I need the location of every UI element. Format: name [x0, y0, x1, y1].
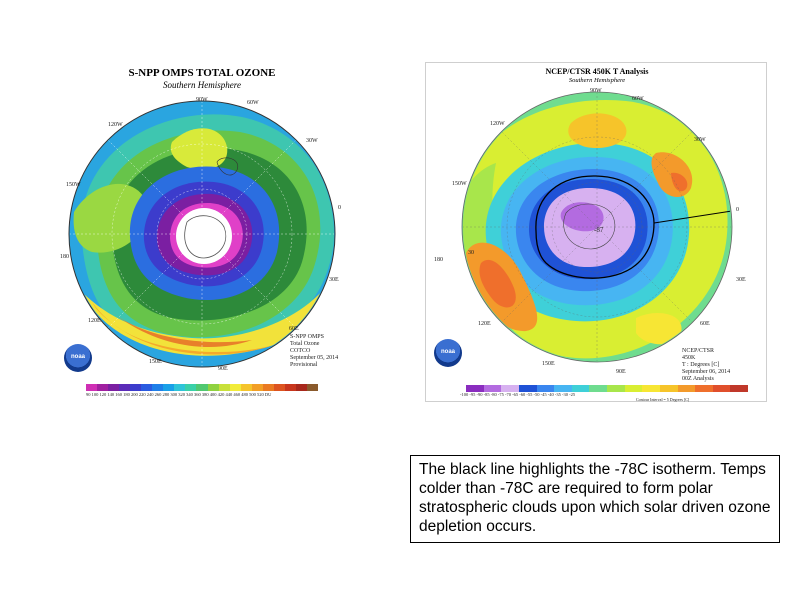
temperature-map-subtitle: Southern Hemisphere	[568, 77, 626, 84]
temperature-colorbar-swatch	[501, 385, 519, 392]
ozone-lon-label: 120E	[88, 318, 101, 324]
temperature-colorbar-swatch	[659, 385, 678, 392]
ozone-colorbar-swatch	[97, 384, 109, 391]
temperature-colorbar-swatch	[695, 385, 713, 392]
ozone-lon-label: 0	[338, 205, 341, 211]
temperature-map-info: NCEP/CTSR 450K T : Degrees [C] September…	[682, 348, 731, 382]
temperature-polar-map: -87	[461, 91, 733, 363]
temperature-colorbar-swatch	[730, 385, 748, 392]
temperature-colorbar-swatch	[571, 385, 590, 392]
temperature-lon-label: 90W	[590, 88, 602, 94]
temperature-colorbar-swatch	[589, 385, 607, 392]
temperature-map-panel: NCEP/CTSR 450K T Analysis Southern Hemis…	[425, 62, 767, 402]
ozone-lon-label: 150W	[66, 182, 81, 188]
ozone-lon-label: 30W	[306, 138, 318, 144]
temperature-colorbar-swatch	[554, 385, 572, 392]
ozone-lon-label: 120W	[108, 122, 123, 128]
temperature-lon-label: 60E	[700, 321, 710, 327]
temperature-colorbar-ticks: -100 -95 -90 -85 -80 -75 -70 -65 -60 -55…	[460, 392, 576, 397]
ozone-colorbar-swatch	[240, 384, 252, 391]
temperature-colorbar-swatch	[607, 385, 625, 392]
temperature-center-label: -87	[594, 226, 604, 234]
ozone-colorbar-swatch	[185, 384, 197, 391]
temperature-colorbar-swatch	[712, 385, 731, 392]
ozone-lon-label: 60W	[247, 100, 259, 106]
temperature-lon-label: 0	[736, 207, 739, 213]
ozone-colorbar-swatch	[284, 384, 296, 391]
ozone-colorbar-swatch	[196, 384, 208, 391]
noaa-logo: noaa	[64, 344, 92, 372]
temperature-lon-label: 150W	[452, 181, 467, 187]
temperature-lon-label: 30	[468, 250, 474, 256]
temperature-contour-note: Contour Interval = 5 Degrees [C]	[636, 397, 690, 402]
ozone-colorbar-swatch	[306, 384, 318, 391]
temperature-lon-label: 120E	[478, 321, 491, 327]
ozone-lon-label: 150E	[149, 359, 162, 365]
ozone-colorbar-swatch	[295, 384, 307, 391]
ozone-colorbar-swatch	[86, 384, 98, 391]
ozone-colorbar-swatch	[174, 384, 186, 391]
ozone-colorbar	[86, 384, 318, 391]
ozone-colorbar-swatch	[262, 384, 274, 391]
ozone-colorbar-swatch	[207, 384, 219, 391]
temperature-lon-label: 30W	[694, 137, 706, 143]
ozone-map-panel: S-NPP OMPS TOTAL OZONE Southern Hemisphe…	[52, 62, 352, 400]
ozone-lon-label: 90W	[196, 97, 208, 103]
ozone-colorbar-swatch	[141, 384, 153, 391]
temperature-colorbar-swatch	[536, 385, 555, 392]
ozone-lon-label: 180	[60, 254, 69, 260]
noaa-logo: noaa	[434, 339, 462, 367]
ozone-lon-label: 90E	[218, 366, 228, 372]
ozone-colorbar-swatch	[218, 384, 230, 391]
ozone-colorbar-ticks: 90 100 120 140 160 180 200 220 240 260 2…	[86, 392, 272, 397]
ozone-lon-label: 60E	[289, 326, 299, 332]
temperature-colorbar-swatch	[624, 385, 643, 392]
temperature-colorbar	[466, 385, 748, 392]
temperature-colorbar-swatch	[677, 385, 696, 392]
ozone-colorbar-swatch	[163, 384, 175, 391]
ozone-colorbar-swatch	[130, 384, 142, 391]
temperature-colorbar-swatch	[466, 385, 484, 392]
temperature-colorbar-swatch	[483, 385, 502, 392]
temperature-colorbar-swatch	[518, 385, 537, 392]
temperature-lon-label: 90E	[616, 369, 626, 375]
ozone-colorbar-swatch	[229, 384, 241, 391]
ozone-colorbar-swatch	[119, 384, 131, 391]
ozone-colorbar-swatch	[273, 384, 285, 391]
ozone-polar-map	[68, 100, 336, 368]
temperature-lon-label: 150E	[542, 361, 555, 367]
ozone-colorbar-swatch	[152, 384, 164, 391]
ozone-map-title: S-NPP OMPS TOTAL OZONE	[128, 67, 276, 79]
ozone-colorbar-swatch	[251, 384, 263, 391]
temperature-lon-label: 180	[434, 257, 443, 263]
caption-box: The black line highlights the -78C isoth…	[410, 455, 780, 543]
temperature-map-title: NCEP/CTSR 450K T Analysis	[545, 67, 649, 76]
temperature-lon-label: 30E	[736, 277, 746, 283]
ozone-map-subtitle: Southern Hemisphere	[163, 80, 241, 90]
temperature-lon-label: 60W	[632, 96, 644, 102]
ozone-colorbar-swatch	[108, 384, 120, 391]
temperature-colorbar-swatch	[642, 385, 660, 392]
temperature-lon-label: 120W	[490, 121, 505, 127]
ozone-lon-label: 30E	[329, 277, 339, 283]
ozone-map-info: S-NPP OMPS Total Ozone COTCO September 0…	[290, 334, 339, 368]
